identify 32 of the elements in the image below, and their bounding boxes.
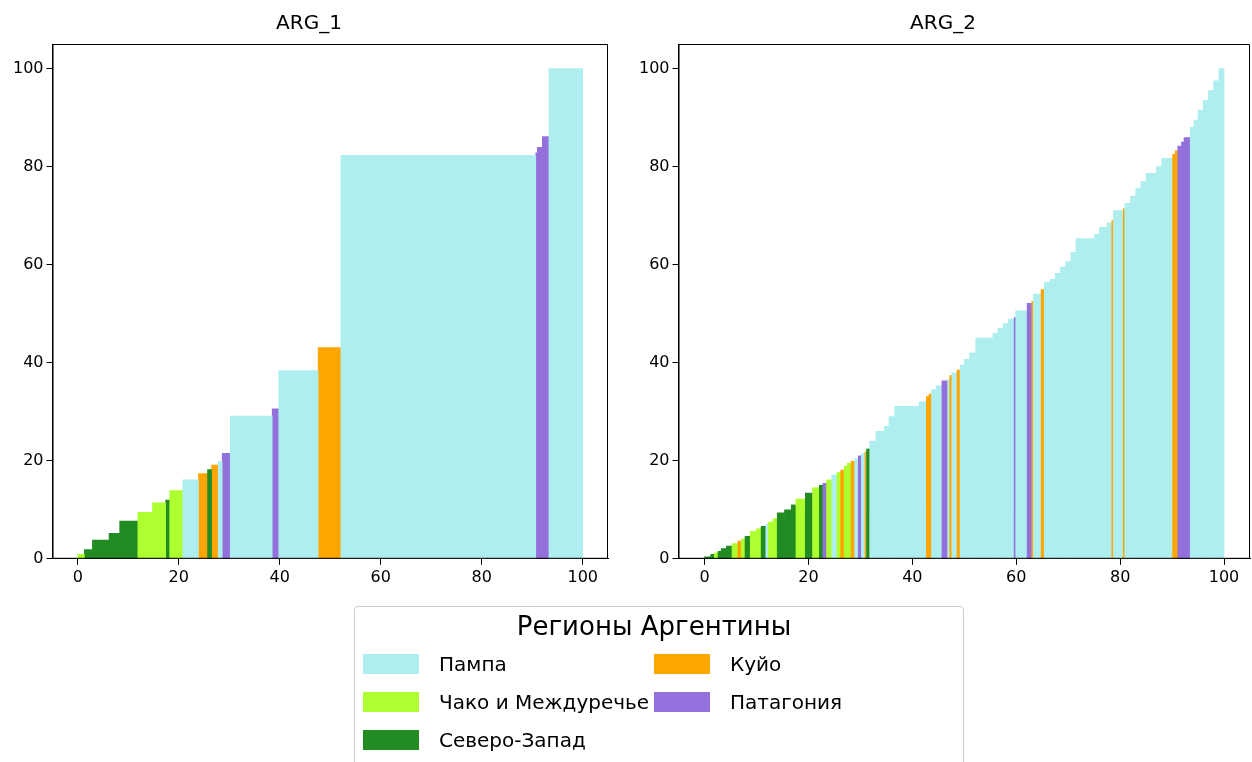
legend-label: Пампа <box>439 652 507 676</box>
x-tick-label: 60 <box>1006 566 1027 586</box>
x-tick-label: 40 <box>902 566 923 586</box>
y-tick-label: 100 <box>638 57 670 77</box>
x-tick-label: 80 <box>1109 566 1131 586</box>
y-tick-label: 80 <box>23 155 44 175</box>
x-tick-label: 20 <box>798 566 819 586</box>
x-tick-label: 0 <box>699 566 710 586</box>
x-tick-label: 20 <box>168 566 189 586</box>
y-tick-label: 60 <box>649 253 670 273</box>
chart-title: ARG_2 <box>910 10 976 35</box>
legend-label: Куйо <box>730 652 782 676</box>
legend-label: Северо-Запад <box>439 728 586 752</box>
x-tick-label: 40 <box>269 566 290 586</box>
y-tick-label: 60 <box>23 253 44 273</box>
y-tick-label: 20 <box>23 449 44 469</box>
x-tick-label: 60 <box>370 566 391 586</box>
y-tick-label: 40 <box>23 351 44 371</box>
x-tick-label: 100 <box>567 566 599 586</box>
y-tick-label: 0 <box>33 547 44 567</box>
legend-label: Патагония <box>730 690 843 714</box>
y-tick-label: 100 <box>12 57 44 77</box>
y-tick-label: 20 <box>649 449 670 469</box>
y-tick-label: 80 <box>649 155 670 175</box>
legend-title: Регионы Аргентины <box>515 611 793 641</box>
x-tick-label: 100 <box>1208 566 1240 586</box>
y-tick-label: 0 <box>659 547 670 567</box>
x-tick-label: 80 <box>471 566 492 586</box>
y-tick-label: 40 <box>649 351 670 371</box>
x-tick-label: 0 <box>72 566 83 586</box>
chart-title: ARG_1 <box>276 10 342 35</box>
legend-label: Чако и Междуречье <box>439 690 650 714</box>
